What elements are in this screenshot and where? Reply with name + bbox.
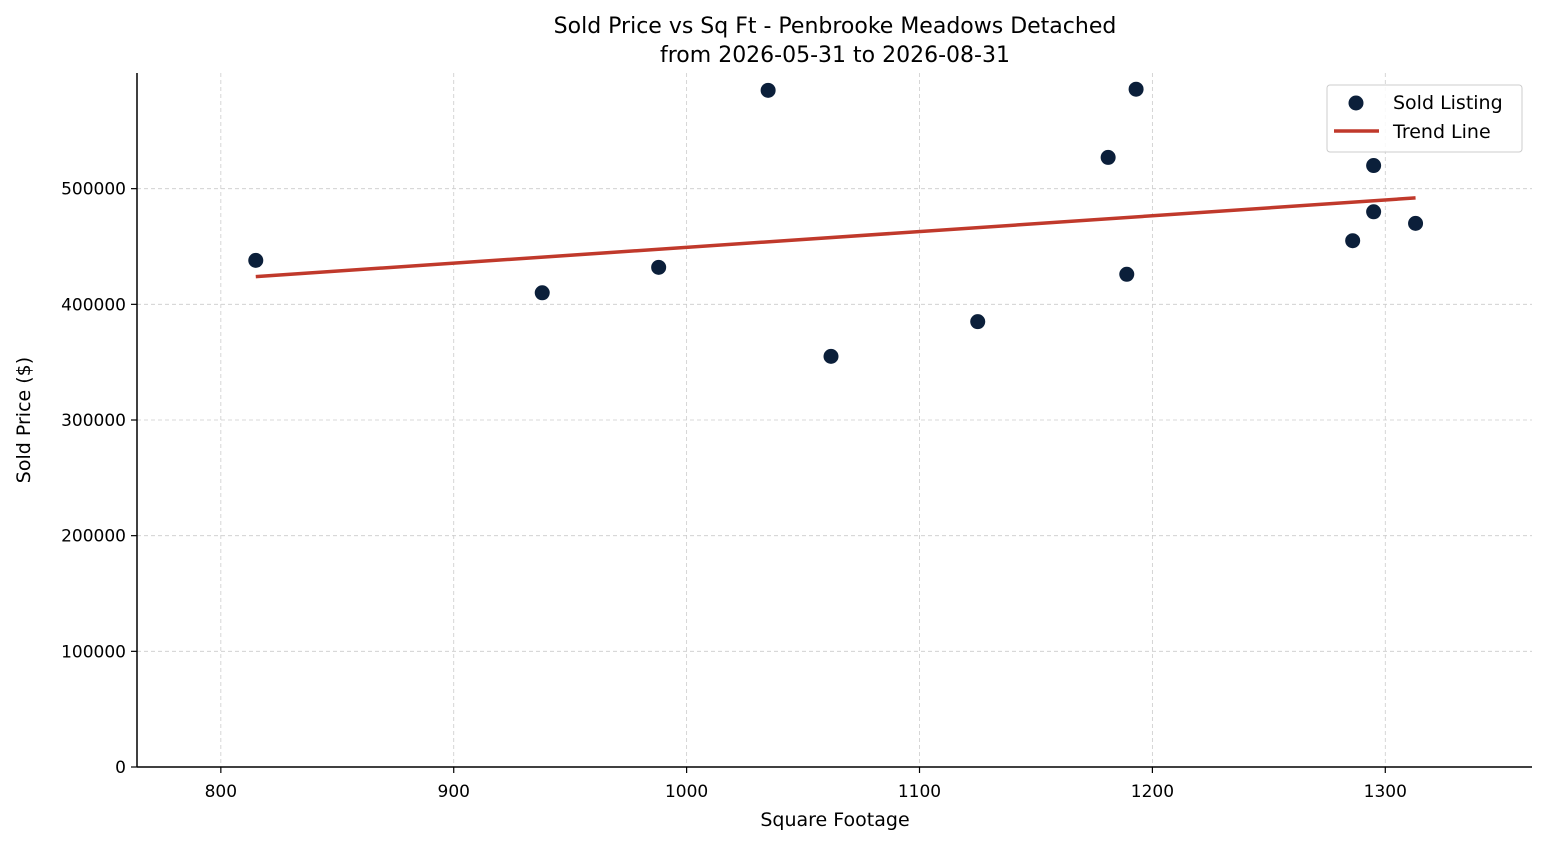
x-tick-label: 1100 (898, 782, 941, 802)
chart-subtitle: from 2026-05-31 to 2026-08-31 (660, 43, 1010, 68)
scatter-point (1366, 158, 1382, 174)
axes (131, 73, 1532, 773)
y-tick-label: 400000 (61, 295, 126, 315)
legend-label-sold-listing: Sold Listing (1393, 92, 1503, 114)
y-tick-label: 100000 (61, 642, 126, 662)
legend-marker-sold-listing (1348, 95, 1364, 111)
y-tick-label: 500000 (61, 180, 126, 200)
scatter-point (651, 259, 667, 275)
scatter-point (1100, 149, 1116, 165)
y-axis-label: Sold Price ($) (13, 357, 35, 483)
legend-box (1326, 84, 1523, 153)
x-tick-label: 1000 (665, 782, 708, 802)
data-series (248, 81, 1424, 364)
scatter-point (1119, 266, 1135, 282)
y-tick-label: 0 (115, 758, 126, 778)
scatter-point (534, 285, 550, 301)
legend: Sold Listing Trend Line (1326, 84, 1523, 153)
x-tick-label: 1300 (1364, 782, 1407, 802)
y-tick-label: 200000 (61, 527, 126, 547)
scatter-point (760, 82, 776, 98)
legend-label-trend-line: Trend Line (1392, 121, 1491, 143)
scatter-point (1128, 81, 1144, 97)
scatter-point (1408, 215, 1424, 231)
y-tick-label: 300000 (61, 411, 126, 431)
chart-title: Sold Price vs Sq Ft - Penbrooke Meadows … (554, 14, 1117, 39)
tick-labels: 800 900 1000 1100 1200 1300 0 100000 200000 30000… (61, 180, 1407, 802)
grid-lines (137, 73, 1532, 767)
scatter-point (970, 314, 986, 330)
scatter-point (823, 348, 839, 364)
x-tick-label: 900 (438, 782, 470, 802)
x-axis-label: Square Footage (760, 809, 909, 831)
x-tick-label: 1200 (1131, 782, 1174, 802)
x-tick-label: 800 (205, 782, 237, 802)
scatter-point (248, 252, 264, 268)
scatter-point (1345, 233, 1361, 249)
scatter-point (1366, 204, 1382, 220)
trend-line (255, 196, 1416, 279)
